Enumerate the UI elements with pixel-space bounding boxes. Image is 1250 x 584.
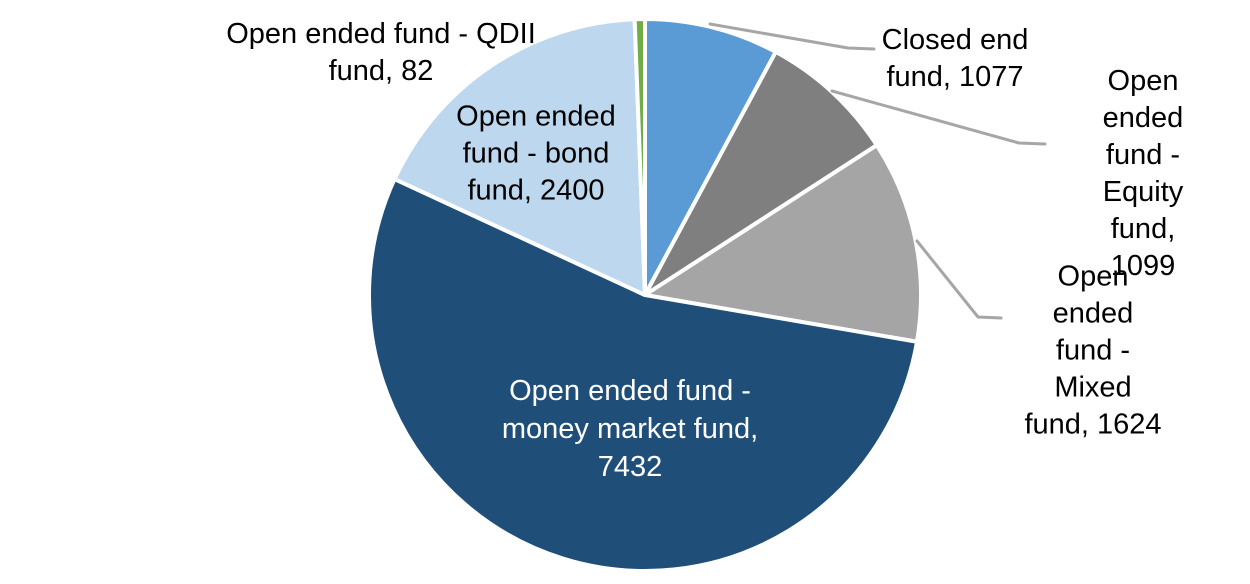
data-label-closed-end-fund: Closed end fund, 1077 <box>881 24 1029 93</box>
leader-line-equity-fund <box>830 89 1047 146</box>
leader-line-mixed-fund <box>915 239 1003 320</box>
pie-slice-closed-end-fund <box>643 17 778 297</box>
data-label-money-market-fund: Open ended fund - money market fund, 743… <box>501 375 759 483</box>
data-label-mixed-fund: Open ended fund - Mixed fund, 1624 <box>1024 260 1162 441</box>
pie-slice-open-ended-fund-money-market-fund <box>367 177 920 574</box>
pie-slice-open-ended-fund-bond-fund <box>392 17 647 297</box>
data-label-qdii-fund: Open ended fund - QDII fund, 82 <box>226 18 536 87</box>
leader-line-closed-end-fund <box>708 22 876 51</box>
data-label-equity-fund: Open ended fund - Equity fund, 1099 <box>1102 65 1184 282</box>
leader-lines <box>708 22 1047 320</box>
pie-slice-open-ended-fund-qdii-fund <box>632 16 647 297</box>
pie-slices <box>367 16 923 574</box>
pie-slice-open-ended-fund-mixed-fund <box>643 143 923 344</box>
data-label-bond-fund: Open ended fund - bond fund, 2400 <box>456 100 616 207</box>
